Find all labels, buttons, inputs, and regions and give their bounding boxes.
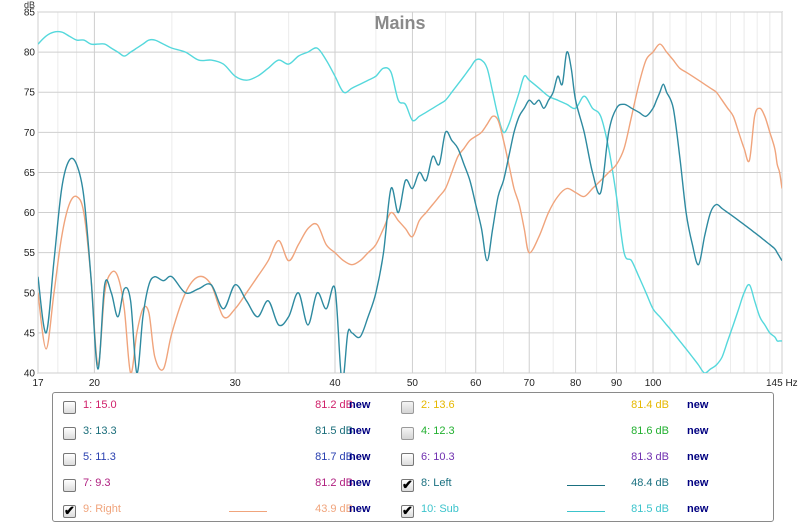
x-tick-label: 70 — [524, 378, 536, 389]
series-line-9-right — [38, 43, 782, 373]
legend-new-button[interactable]: new — [687, 477, 709, 489]
legend-new-button[interactable]: new — [687, 425, 709, 437]
legend-new-button[interactable]: new — [349, 425, 371, 437]
legend-db-value: 81.5 dB — [631, 503, 669, 515]
y-tick-label: 80 — [24, 48, 36, 59]
y-tick-label: 40 — [24, 369, 36, 380]
legend-db-value: 81.3 dB — [631, 451, 669, 463]
legend-label: 9: Right — [83, 503, 121, 515]
series-line-8-left — [38, 50, 782, 373]
legend-label: 4: 12.3 — [421, 425, 455, 437]
legend-label: 2: 13.6 — [421, 399, 455, 411]
legend-swatch — [229, 511, 267, 512]
series-lines — [38, 30, 782, 373]
legend-label: 10: Sub — [421, 503, 459, 515]
y-tick-label: 85 — [24, 8, 36, 19]
legend-db-value: 81.5 dB — [315, 425, 353, 437]
legend-checkbox[interactable] — [401, 401, 414, 414]
legend-label: 1: 15.0 — [83, 399, 117, 411]
legend-checkbox[interactable] — [63, 479, 76, 492]
legend-new-button[interactable]: new — [687, 451, 709, 463]
legend-checkbox[interactable] — [63, 453, 76, 466]
legend-swatch — [567, 485, 605, 486]
x-tick-label: 40 — [329, 378, 341, 389]
x-tick-label: 20 — [89, 378, 101, 389]
legend-db-value: 81.2 dB — [315, 477, 353, 489]
legend-new-button[interactable]: new — [349, 399, 371, 411]
series-line-10-sub — [38, 30, 782, 373]
legend-new-button[interactable]: new — [349, 451, 371, 463]
x-tick-label: 100 — [645, 378, 662, 389]
x-tick-label: 80 — [570, 378, 582, 389]
frequency-response-chart: 17 20 30 40 50 60 70 80 90 100 145 Hz 40 45 50 55 60 65 7… — [24, 0, 798, 390]
legend-db-value: 81.6 dB — [631, 425, 669, 437]
legend-new-button[interactable]: new — [687, 503, 709, 515]
legend-db-value: 81.2 dB — [315, 399, 353, 411]
x-tick-label: 145 Hz — [766, 378, 798, 389]
legend-checkbox[interactable] — [63, 427, 76, 440]
plot-area — [37, 11, 783, 374]
legend-checkbox[interactable] — [63, 401, 76, 414]
legend-checkbox[interactable]: ✔ — [63, 503, 76, 518]
legend-new-button[interactable]: new — [349, 503, 371, 515]
legend-checkbox[interactable]: ✔ — [401, 503, 414, 518]
legend-label: 6: 10.3 — [421, 451, 455, 463]
y-tick-label: 45 — [24, 328, 36, 339]
legend-db-value: 81.7 dB — [315, 451, 353, 463]
y-tick-label: 55 — [24, 248, 36, 259]
x-tick-label: 60 — [470, 378, 482, 389]
y-tick-label: 65 — [24, 168, 36, 179]
grid — [37, 11, 783, 374]
y-tick-label: 70 — [24, 128, 36, 139]
y-tick-label: 50 — [24, 288, 36, 299]
legend-db-value: 48.4 dB — [631, 477, 669, 489]
legend-panel: 1: 15.0 81.2 dB new 2: 13.6 81.4 dB new 3: 13.… — [52, 392, 774, 522]
x-tick-label: 50 — [407, 378, 419, 389]
legend-db-value: 43.9 dB — [315, 503, 353, 515]
y-tick-label: 60 — [24, 208, 36, 219]
legend-swatch — [567, 511, 605, 512]
chart-title: Mains — [374, 13, 425, 33]
legend-checkbox[interactable] — [401, 427, 414, 440]
x-tick-label: 90 — [611, 378, 623, 389]
legend-label: 7: 9.3 — [83, 477, 111, 489]
legend-label: 8: Left — [421, 477, 452, 489]
y-tick-label: 75 — [24, 88, 36, 99]
legend-new-button[interactable]: new — [687, 399, 709, 411]
x-tick-label: 17 — [32, 378, 44, 389]
legend-checkbox[interactable]: ✔ — [401, 477, 414, 492]
axes: 17 20 30 40 50 60 70 80 90 100 145 Hz 40 45 50 55 60 65 7… — [24, 8, 798, 390]
y-axis-label: dB — [24, 0, 35, 10]
legend-label: 3: 13.3 — [83, 425, 117, 437]
legend-db-value: 81.4 dB — [631, 399, 669, 411]
x-tick-label: 30 — [230, 378, 242, 389]
legend-label: 5: 11.3 — [83, 451, 116, 463]
legend-new-button[interactable]: new — [349, 477, 371, 489]
legend-checkbox[interactable] — [401, 453, 414, 466]
